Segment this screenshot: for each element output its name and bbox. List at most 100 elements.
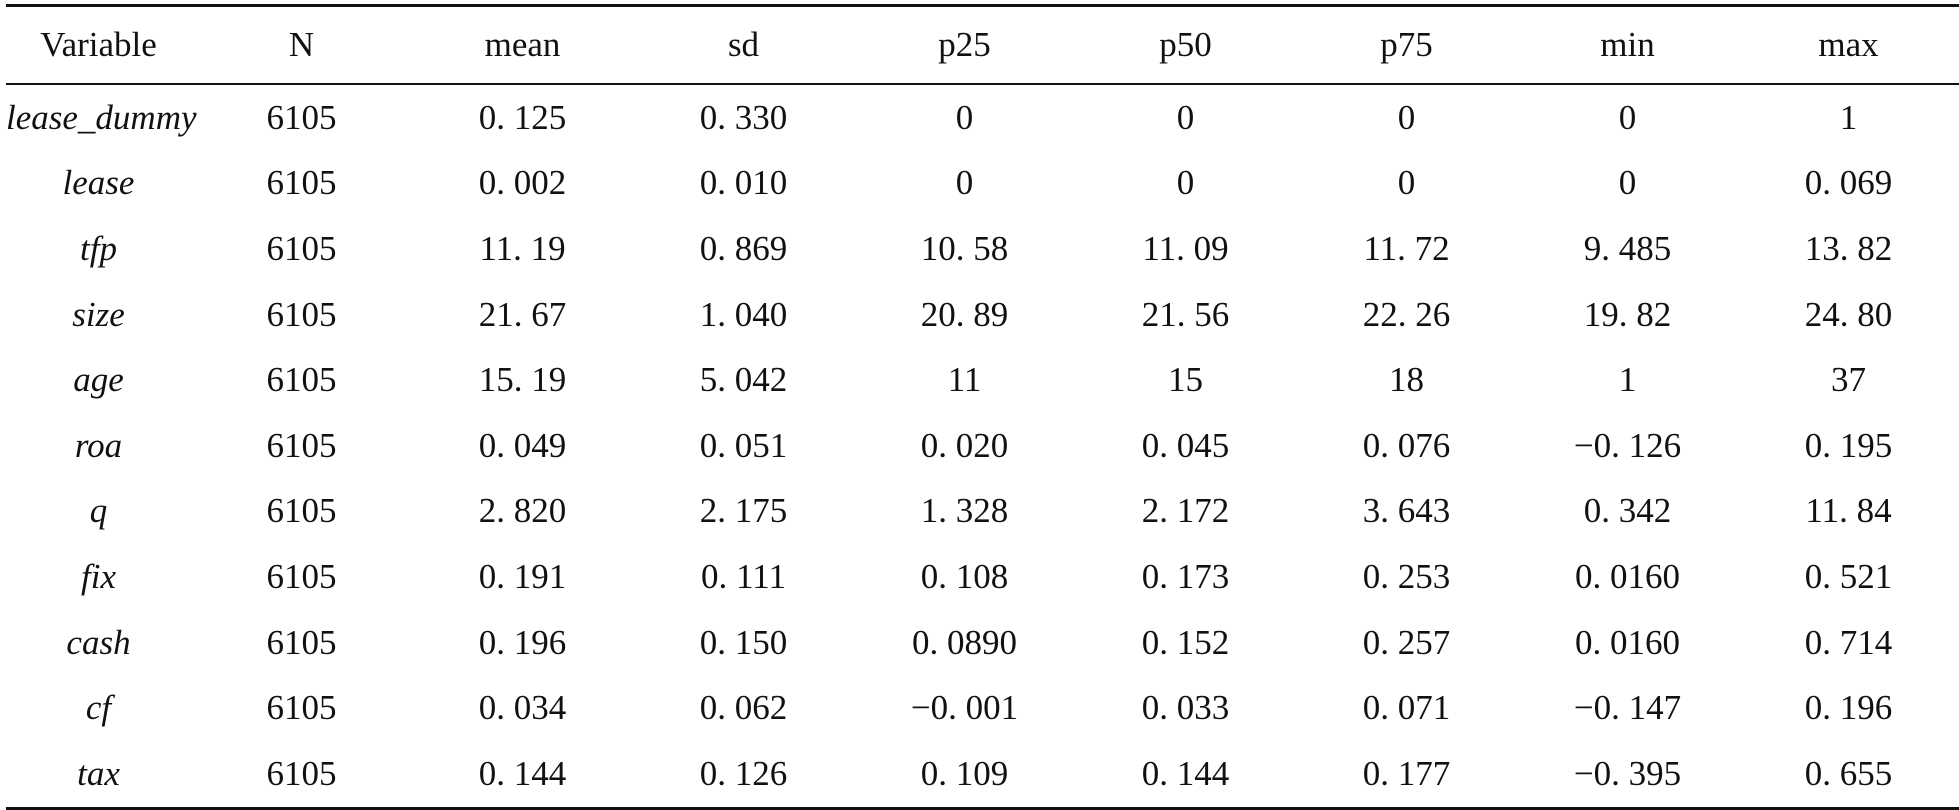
cell-n: 6105 bbox=[266, 556, 337, 596]
cell-max: 0. 195 bbox=[1804, 425, 1893, 465]
table-row: cf 6105 0. 034 0. 062 −0. 001 0. 033 0. 071 −0.… bbox=[6, 675, 1959, 741]
cell-sd: 0. 111 bbox=[701, 556, 786, 596]
cell-variable: cash bbox=[66, 622, 131, 662]
header-p75: p75 bbox=[1296, 5, 1517, 85]
cell-p25: 0. 0890 bbox=[912, 622, 1017, 662]
header-n: N bbox=[191, 5, 412, 85]
cell-variable: tax bbox=[77, 753, 120, 793]
cell-variable: lease_dummy bbox=[6, 97, 197, 137]
cell-max: 13. 82 bbox=[1804, 228, 1893, 268]
cell-p50: 0. 152 bbox=[1141, 622, 1230, 662]
cell-n: 6105 bbox=[266, 228, 337, 268]
cell-n: 6105 bbox=[266, 622, 337, 662]
cell-sd: 0. 869 bbox=[699, 228, 788, 268]
cell-max: 1 bbox=[1839, 97, 1858, 137]
cell-p50: 0. 033 bbox=[1141, 688, 1230, 728]
header-max: max bbox=[1738, 5, 1959, 85]
cell-p25: 0. 108 bbox=[920, 556, 1009, 596]
cell-variable: tfp bbox=[80, 228, 117, 268]
cell-p50: 0. 045 bbox=[1141, 425, 1230, 465]
cell-p75: 0. 076 bbox=[1362, 425, 1451, 465]
cell-mean: 0. 196 bbox=[478, 622, 567, 662]
cell-p75: 0 bbox=[1397, 97, 1416, 137]
cell-p50: 0. 144 bbox=[1141, 753, 1230, 793]
cell-min: 0. 342 bbox=[1583, 491, 1672, 531]
cell-mean: 0. 191 bbox=[478, 556, 567, 596]
cell-mean: 0. 049 bbox=[478, 425, 567, 465]
cell-variable: q bbox=[89, 491, 108, 531]
cell-n: 6105 bbox=[266, 163, 337, 203]
table-row: size 6105 21. 67 1. 040 20. 89 21. 56 22. 26 19… bbox=[6, 282, 1959, 348]
cell-p75: 0. 257 bbox=[1362, 622, 1451, 662]
cell-sd: 1. 040 bbox=[699, 294, 788, 334]
table-row: cash 6105 0. 196 0. 150 0. 0890 0. 152 0. 257 0… bbox=[6, 610, 1959, 676]
cell-variable: cf bbox=[85, 688, 112, 728]
cell-variable: roa bbox=[74, 425, 123, 465]
cell-sd: 2. 175 bbox=[699, 491, 788, 531]
cell-min: 0 bbox=[1618, 97, 1637, 137]
cell-n: 6105 bbox=[266, 688, 337, 728]
cell-max: 37 bbox=[1831, 360, 1866, 400]
cell-min: 0 bbox=[1618, 163, 1637, 203]
cell-p25: −0. 001 bbox=[910, 688, 1019, 728]
cell-p75: 0. 177 bbox=[1362, 753, 1451, 793]
cell-mean: 0. 125 bbox=[478, 97, 567, 137]
table-row: lease_dummy 6105 0. 125 0. 330 0 0 0 0 1 bbox=[6, 84, 1959, 151]
cell-min: −0. 395 bbox=[1573, 753, 1682, 793]
cell-n: 6105 bbox=[266, 360, 337, 400]
table-row: q 6105 2. 820 2. 175 1. 328 2. 172 3. 643 0. 34… bbox=[6, 479, 1959, 545]
cell-n: 6105 bbox=[266, 97, 337, 137]
cell-max: 0. 521 bbox=[1804, 556, 1893, 596]
cell-sd: 0. 330 bbox=[699, 97, 788, 137]
cell-n: 6105 bbox=[266, 753, 337, 793]
cell-variable: lease bbox=[62, 163, 135, 203]
cell-p25: 0 bbox=[955, 97, 974, 137]
table-row: roa 6105 0. 049 0. 051 0. 020 0. 045 0. 076 −0.… bbox=[6, 413, 1959, 479]
cell-p75: 0. 071 bbox=[1362, 688, 1451, 728]
table-body: lease_dummy 6105 0. 125 0. 330 0 0 0 0 1 lease 610… bbox=[6, 84, 1959, 808]
table-row: lease 6105 0. 002 0. 010 0 0 0 0 0. 069 bbox=[6, 151, 1959, 217]
header-mean: mean bbox=[412, 5, 633, 85]
cell-min: 0. 0160 bbox=[1575, 556, 1680, 596]
cell-n: 6105 bbox=[266, 425, 337, 465]
cell-sd: 0. 126 bbox=[699, 753, 788, 793]
cell-min: 9. 485 bbox=[1583, 228, 1672, 268]
cell-min: 0. 0160 bbox=[1575, 622, 1680, 662]
cell-variable: fix bbox=[81, 556, 116, 596]
table-row: age 6105 15. 19 5. 042 11 15 18 1 37 bbox=[6, 347, 1959, 413]
cell-min: 19. 82 bbox=[1583, 294, 1672, 334]
cell-p25: 20. 89 bbox=[920, 294, 1009, 334]
cell-min: −0. 147 bbox=[1573, 688, 1682, 728]
cell-sd: 0. 051 bbox=[699, 425, 788, 465]
header-p50: p50 bbox=[1075, 5, 1296, 85]
cell-mean: 15. 19 bbox=[478, 360, 567, 400]
cell-p75: 0. 253 bbox=[1362, 556, 1451, 596]
cell-variable: size bbox=[72, 294, 125, 334]
cell-sd: 0. 062 bbox=[699, 688, 788, 728]
cell-p75: 0 bbox=[1397, 163, 1416, 203]
cell-max: 0. 714 bbox=[1804, 622, 1893, 662]
cell-mean: 0. 144 bbox=[478, 753, 567, 793]
header-variable: Variable bbox=[6, 5, 191, 85]
table-header: Variable N mean sd p25 p50 p75 min max bbox=[6, 5, 1959, 85]
cell-min: −0. 126 bbox=[1573, 425, 1682, 465]
cell-p50: 21. 56 bbox=[1141, 294, 1230, 334]
cell-sd: 0. 010 bbox=[699, 163, 788, 203]
header-p25: p25 bbox=[854, 5, 1075, 85]
cell-mean: 21. 67 bbox=[478, 294, 567, 334]
table-row: tax 6105 0. 144 0. 126 0. 109 0. 144 0. 177 −0.… bbox=[6, 741, 1959, 808]
cell-sd: 5. 042 bbox=[699, 360, 788, 400]
cell-sd: 0. 150 bbox=[699, 622, 788, 662]
cell-mean: 2. 820 bbox=[478, 491, 567, 531]
header-sd: sd bbox=[633, 5, 854, 85]
cell-p50: 0 bbox=[1176, 163, 1195, 203]
table-row: tfp 6105 11. 19 0. 869 10. 58 11. 09 11. 72 9. … bbox=[6, 216, 1959, 282]
cell-p75: 22. 26 bbox=[1362, 294, 1451, 334]
cell-variable: age bbox=[73, 360, 124, 400]
cell-mean: 11. 19 bbox=[479, 228, 566, 268]
table-row: fix 6105 0. 191 0. 111 0. 108 0. 173 0. 253 0. … bbox=[6, 544, 1959, 610]
cell-p25: 0. 109 bbox=[920, 753, 1009, 793]
cell-p50: 2. 172 bbox=[1141, 491, 1230, 531]
cell-p75: 3. 643 bbox=[1362, 491, 1451, 531]
cell-n: 6105 bbox=[266, 294, 337, 334]
